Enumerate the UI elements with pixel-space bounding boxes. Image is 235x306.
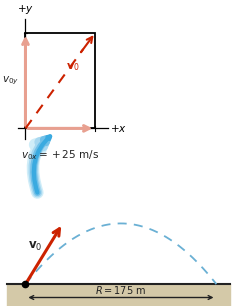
Text: $R = 175\ \mathrm{m}$: $R = 175\ \mathrm{m}$	[95, 284, 147, 296]
Text: $+y$: $+y$	[17, 3, 34, 16]
Text: $\mathbf{v}_0$: $\mathbf{v}_0$	[66, 61, 80, 73]
Text: $\mathbf{v}_0$: $\mathbf{v}_0$	[28, 240, 42, 253]
Text: $+x$: $+x$	[110, 123, 127, 134]
Text: $v_{0y}$: $v_{0y}$	[2, 74, 19, 87]
Text: $v_{0x} = +25\ \mathrm{m/s}$: $v_{0x} = +25\ \mathrm{m/s}$	[21, 148, 99, 162]
